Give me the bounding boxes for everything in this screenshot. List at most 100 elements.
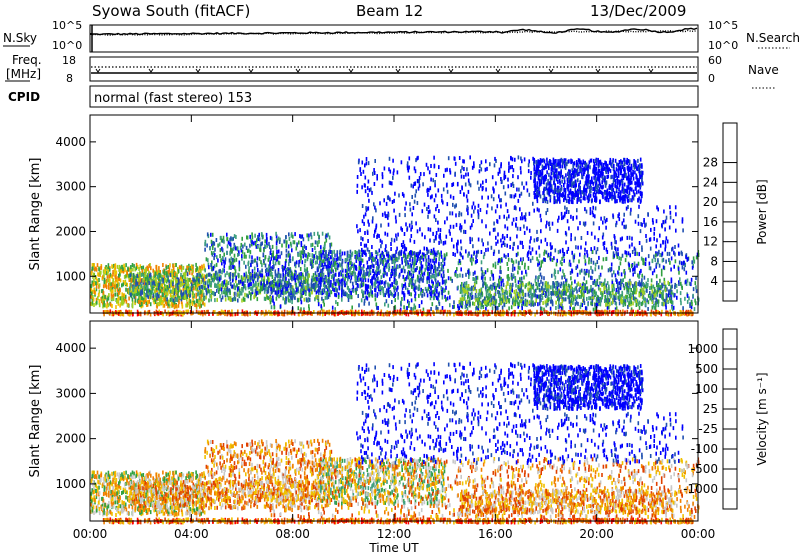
radar-cell (282, 296, 284, 301)
radar-cell (270, 256, 273, 261)
radar-cell (152, 276, 155, 281)
radar-cell (191, 268, 194, 273)
radar-cell (350, 272, 352, 277)
radar-cell (299, 275, 301, 280)
radar-cell (159, 270, 161, 274)
radar-cell (336, 278, 338, 283)
radar-cell (304, 289, 306, 294)
radar-cell (275, 239, 278, 244)
radar-cell (667, 293, 670, 298)
radar-cell (511, 288, 513, 293)
radar-cell (191, 265, 194, 270)
radar-cell (170, 289, 173, 294)
radar-cell (623, 224, 625, 229)
radar-cell (262, 259, 265, 263)
radar-cell (323, 253, 325, 258)
radar-cell (393, 274, 396, 279)
radar-cell (245, 274, 248, 279)
radar-cell (418, 304, 421, 308)
radar-cell (531, 295, 533, 300)
radar-cell (282, 268, 284, 273)
radar-cell (281, 243, 283, 248)
radar-cell (481, 302, 483, 307)
radar-cell (261, 241, 263, 246)
radar-cell (181, 302, 183, 307)
radar-cell (410, 306, 412, 311)
radar-cell (561, 275, 563, 280)
radar-cell (235, 246, 238, 251)
radar-cell (232, 261, 234, 266)
radar-cell (541, 293, 543, 298)
radar-cell (228, 272, 230, 277)
radar-cell (133, 284, 136, 289)
radar-cell (545, 288, 548, 293)
radar-cell (434, 269, 437, 274)
radar-cell (467, 286, 469, 291)
radar-cell (180, 275, 182, 280)
radar-cell (551, 221, 554, 226)
radar-cell (265, 272, 268, 277)
radar-cell (91, 300, 94, 305)
radar-cell (625, 253, 628, 258)
radar-cell (280, 289, 283, 294)
radar-cell (638, 252, 640, 257)
radar-cell (335, 293, 337, 298)
radar-cell (338, 285, 340, 290)
radar-cell (394, 266, 396, 271)
radar-cell (192, 292, 194, 297)
radar-cell (365, 272, 368, 276)
radar-cell (507, 257, 510, 262)
radar-cell (153, 300, 155, 305)
radar-cell (90, 288, 93, 293)
radar-cell (541, 259, 544, 264)
radar-cell (376, 305, 378, 310)
radar-cell (470, 254, 473, 259)
radar-cell (387, 303, 390, 308)
radar-cell (606, 298, 609, 303)
radar-cell (389, 256, 391, 261)
radar-cell (466, 306, 469, 311)
radar-cell (281, 264, 284, 269)
radar-cell (426, 279, 428, 284)
radar-cell (505, 254, 507, 259)
radar-cell (315, 280, 318, 285)
radar-cell (242, 281, 245, 286)
radar-cell (352, 281, 354, 286)
radar-cell (673, 264, 675, 269)
radar-cell (204, 268, 206, 273)
radar-cell (139, 296, 141, 301)
radar-cell (477, 304, 480, 309)
radar-cell (430, 251, 432, 256)
radar-cell (591, 288, 593, 293)
radar-cell (656, 289, 659, 294)
radar-cell (254, 283, 256, 288)
radar-cell (135, 279, 137, 284)
radar-cell (232, 297, 235, 302)
radar-cell (653, 254, 655, 259)
radar-cell (527, 265, 530, 270)
radar-cell (374, 284, 376, 288)
radar-cell (540, 260, 543, 265)
radar-cell (161, 293, 164, 297)
radar-cell (210, 294, 213, 299)
radar-cell (169, 289, 172, 294)
radar-cell (305, 278, 308, 283)
radar-cell (546, 298, 549, 303)
radar-cell (400, 251, 402, 256)
radar-cell (153, 281, 156, 286)
radar-cell (504, 242, 506, 247)
radar-cell (519, 226, 522, 231)
date-title: 13/Dec/2009 (590, 2, 686, 20)
radar-cell (169, 293, 172, 298)
radar-cell (221, 255, 224, 260)
radar-cell (446, 296, 449, 301)
radar-cell (680, 261, 683, 266)
radar-cell (682, 228, 684, 233)
radar-cell (172, 263, 174, 268)
radar-cell (455, 222, 458, 227)
radar-cell (435, 257, 437, 262)
radar-cell (247, 294, 249, 299)
radar-cell (374, 297, 377, 302)
radar-cell (424, 286, 427, 291)
radar-cell (229, 297, 232, 302)
